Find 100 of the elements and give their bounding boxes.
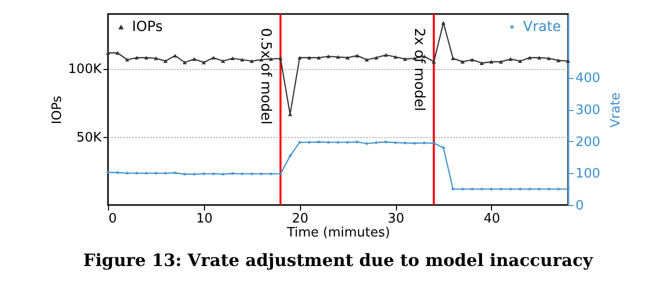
point <box>518 59 522 63</box>
x-tick-label: 20 <box>292 212 308 226</box>
point <box>106 170 110 174</box>
y2-tick-label: 200 <box>576 134 600 150</box>
ref-line-label: 0.5x of model <box>258 28 274 125</box>
point <box>134 171 139 175</box>
point <box>211 172 216 176</box>
point <box>441 21 446 25</box>
legend-label: Vrate <box>523 19 562 35</box>
point <box>489 60 494 64</box>
point <box>144 56 148 60</box>
y2-axis-title: Vrate <box>608 92 624 128</box>
point <box>364 141 369 146</box>
point <box>259 172 264 176</box>
point <box>316 56 321 60</box>
y2-tick-label: 400 <box>576 71 600 86</box>
point <box>250 59 254 63</box>
point <box>346 140 350 144</box>
point <box>508 186 513 191</box>
point <box>202 60 206 64</box>
point <box>336 55 340 59</box>
point <box>566 186 570 191</box>
point <box>230 56 235 60</box>
point <box>307 140 312 144</box>
y-axis-title: IOPs <box>50 96 66 124</box>
point <box>480 186 484 191</box>
point <box>450 186 456 191</box>
point <box>163 59 168 63</box>
point <box>259 58 264 62</box>
point <box>211 56 216 60</box>
x-tick-label: 40 <box>484 212 500 226</box>
point <box>374 140 378 144</box>
point <box>192 57 196 61</box>
y2-tick-label: 300 <box>576 103 600 118</box>
point <box>173 170 178 175</box>
x-tick-label: 0 <box>108 212 117 226</box>
point <box>393 55 398 59</box>
point <box>556 58 561 62</box>
y2-tick-label: 0 <box>576 198 584 214</box>
point <box>240 58 244 62</box>
point <box>106 51 110 55</box>
point <box>298 56 302 60</box>
ref-line-label: 2x of model <box>410 28 427 112</box>
point <box>250 172 254 176</box>
point <box>355 54 360 58</box>
point <box>336 140 340 144</box>
point <box>566 59 570 63</box>
point <box>220 59 226 63</box>
point <box>460 60 465 64</box>
y2-tick-label: 100 <box>576 166 600 182</box>
point <box>326 54 331 58</box>
point <box>498 60 504 64</box>
point <box>384 140 388 144</box>
point <box>364 58 369 62</box>
point <box>450 56 456 60</box>
legend-label: IOPs <box>132 19 163 35</box>
point <box>240 172 244 176</box>
y-tick-label: 100K <box>68 62 102 78</box>
point <box>154 171 158 175</box>
point <box>326 140 330 144</box>
point <box>345 56 350 60</box>
point <box>480 61 484 65</box>
y-tick-label: 50K <box>76 130 102 146</box>
text: Figure 13: Vrate adjustment due to model inaccuracy <box>83 251 594 271</box>
point <box>307 56 312 60</box>
point <box>268 172 273 176</box>
point <box>298 140 302 144</box>
point <box>518 186 522 191</box>
point <box>374 56 378 60</box>
point <box>470 58 474 62</box>
point <box>144 171 148 175</box>
point <box>432 141 436 145</box>
point <box>172 54 178 58</box>
point <box>498 186 503 191</box>
point <box>202 172 206 176</box>
point <box>163 171 168 175</box>
point <box>154 56 158 60</box>
point <box>355 140 360 144</box>
point <box>230 171 235 176</box>
point <box>556 186 560 191</box>
point <box>402 57 408 61</box>
point <box>537 186 542 191</box>
x-tick-label: 10 <box>196 212 213 226</box>
point <box>470 186 474 191</box>
point <box>278 172 283 176</box>
point <box>278 56 283 60</box>
point <box>528 56 532 60</box>
point <box>384 53 388 57</box>
x-tick-label: 30 <box>388 212 404 226</box>
point <box>125 58 130 62</box>
point <box>116 170 120 174</box>
point <box>537 56 542 60</box>
point <box>182 60 187 64</box>
x-axis-title: Time (mimutes) <box>286 226 390 240</box>
point <box>115 51 120 55</box>
point <box>288 154 292 158</box>
point <box>528 186 532 191</box>
point <box>125 171 130 175</box>
point <box>460 186 465 191</box>
point <box>316 140 321 144</box>
